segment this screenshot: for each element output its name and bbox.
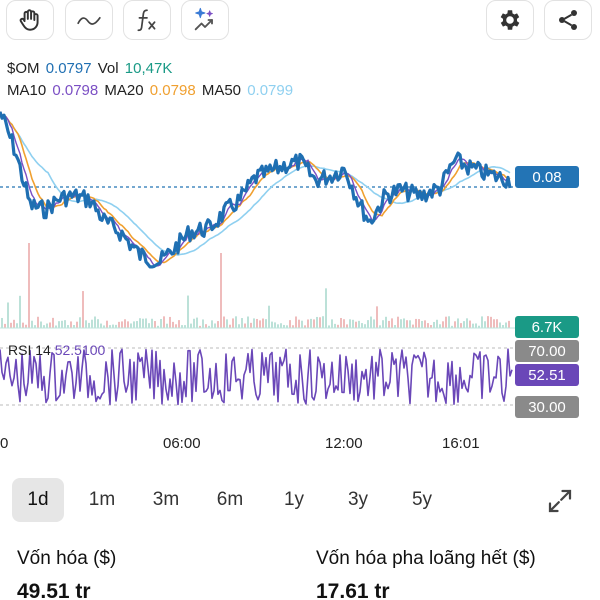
vol-label: Vol xyxy=(97,60,119,77)
ma10-label: MA10 xyxy=(7,82,47,99)
price-chart[interactable] xyxy=(0,100,600,460)
function-icon xyxy=(137,9,156,32)
share-icon xyxy=(559,10,577,30)
x-tick-3: 16:01 xyxy=(442,435,480,452)
hand-icon xyxy=(19,9,39,31)
rsi-label-text: RSI 14 xyxy=(8,342,51,358)
current-price-tag: 0.08 xyxy=(515,166,579,188)
ma-legend: MA10 0.0798 MA20 0.0798 MA50 0.0799 xyxy=(7,82,295,100)
market-cap-label: Vốn hóa ($) xyxy=(17,548,117,569)
rsi-legend: RSI 14 52.5100 xyxy=(8,342,105,358)
vol-value: 10,47K xyxy=(124,60,173,77)
x-tick-0: 0 xyxy=(0,435,9,452)
rsi-upper-tag: 70.00 xyxy=(515,340,579,362)
ma10-value: 0.0798 xyxy=(52,82,99,99)
line-tool-button[interactable] xyxy=(65,0,113,40)
range-5y[interactable]: 5y xyxy=(411,489,433,510)
ai-indicator-button[interactable] xyxy=(181,0,229,40)
symbol-label: $OM xyxy=(7,60,40,77)
rsi-legend-value: 52.5100 xyxy=(54,342,106,358)
price-value: 0.0797 xyxy=(45,60,92,77)
expand-icon[interactable] xyxy=(545,486,575,516)
rsi-value-tag: 52.51 xyxy=(515,364,579,386)
price-line xyxy=(0,111,512,269)
chart-toolbar xyxy=(0,0,600,44)
range-3y[interactable]: 3y xyxy=(347,489,369,510)
market-cap-value: 49.51 tr xyxy=(17,580,91,600)
rsi-lower-tag: 30.00 xyxy=(515,396,579,418)
ma50-label: MA50 xyxy=(201,82,242,99)
ma20-label: MA20 xyxy=(104,82,144,99)
range-1y[interactable]: 1y xyxy=(283,489,305,510)
x-tick-1: 06:00 xyxy=(163,435,201,452)
range-6m[interactable]: 6m xyxy=(216,489,244,510)
ma20-value: 0.0798 xyxy=(149,82,196,99)
range-3m[interactable]: 3m xyxy=(152,489,180,510)
range-selector: 1d 1m 3m 6m 1y 3y 5y xyxy=(0,478,600,522)
settings-button[interactable] xyxy=(486,0,534,40)
hand-tool-button[interactable] xyxy=(6,0,54,40)
share-button[interactable] xyxy=(544,0,592,40)
volume-tag: 6.7K xyxy=(515,316,579,338)
ma50-value: 0.0799 xyxy=(247,82,294,99)
rsi-line xyxy=(0,348,513,406)
line-tool-icon xyxy=(77,16,101,25)
gear-icon xyxy=(500,10,520,30)
x-tick-2: 12:00 xyxy=(325,435,363,452)
function-button[interactable] xyxy=(123,0,171,40)
price-legend: $OM 0.0797 Vol 10,47K xyxy=(7,60,174,78)
fdv-label: Vốn hóa pha loãng hết ($) xyxy=(316,548,536,569)
ai-sparkle-icon xyxy=(194,7,213,31)
range-1m[interactable]: 1m xyxy=(88,489,116,510)
range-1d[interactable]: 1d xyxy=(12,478,64,522)
fdv-value: 17.61 tr xyxy=(316,580,390,600)
